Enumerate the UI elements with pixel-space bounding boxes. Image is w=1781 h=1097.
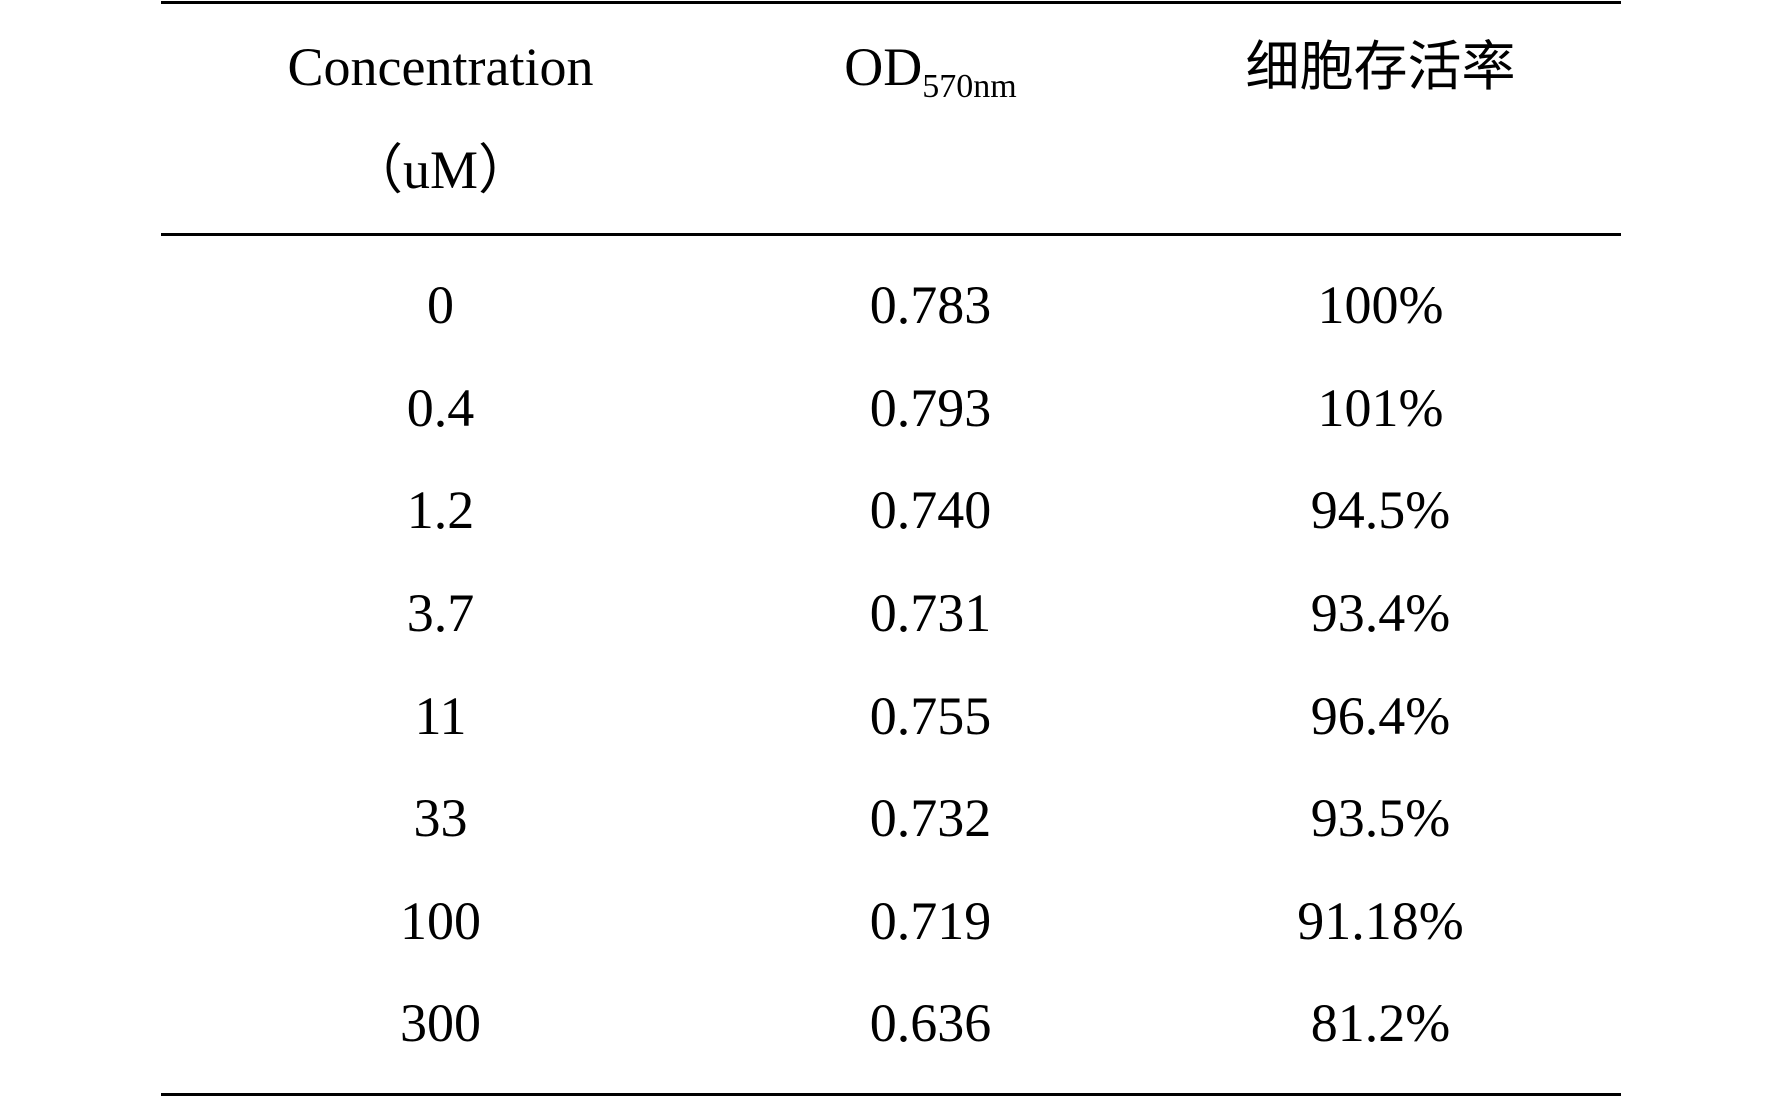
table-row: 100 0.719 91.18%: [161, 870, 1621, 973]
cell-viability: 101%: [1141, 357, 1621, 460]
cell-concentration: 33: [161, 767, 721, 870]
cell-od: 0.731: [721, 562, 1141, 665]
table-row: 11 0.755 96.4%: [161, 665, 1621, 768]
cell-od: 0.636: [721, 972, 1141, 1094]
table-row: 33 0.732 93.5%: [161, 767, 1621, 870]
viability-table: Concentration （uM） OD570nm 细胞存活率 0 0.: [161, 1, 1621, 1096]
col-header-concentration: Concentration （uM）: [161, 3, 721, 235]
cell-concentration: 3.7: [161, 562, 721, 665]
table-row: 1.2 0.740 94.5%: [161, 459, 1621, 562]
cell-concentration: 11: [161, 665, 721, 768]
cell-od: 0.755: [721, 665, 1141, 768]
cell-viability: 91.18%: [1141, 870, 1621, 973]
cell-concentration: 1.2: [161, 459, 721, 562]
cell-viability: 93.5%: [1141, 767, 1621, 870]
table-row: 300 0.636 81.2%: [161, 972, 1621, 1094]
col-header-viability: 细胞存活率: [1141, 3, 1621, 235]
col-header-viability-label: 细胞存活率: [1141, 16, 1621, 119]
table-row: 0 0.783 100%: [161, 235, 1621, 357]
cell-concentration: 300: [161, 972, 721, 1094]
cell-od: 0.793: [721, 357, 1141, 460]
col-header-concentration-line2: （uM）: [161, 119, 721, 222]
cell-viability: 100%: [1141, 235, 1621, 357]
cell-od: 0.732: [721, 767, 1141, 870]
cell-viability: 96.4%: [1141, 665, 1621, 768]
cell-od: 0.740: [721, 459, 1141, 562]
col-header-od-subscript: 570nm: [922, 68, 1016, 105]
cell-viability: 81.2%: [1141, 972, 1621, 1094]
col-header-concentration-line1: Concentration: [161, 16, 721, 119]
cell-concentration: 100: [161, 870, 721, 973]
table-row: 3.7 0.731 93.4%: [161, 562, 1621, 665]
col-header-od-label: OD: [844, 37, 922, 97]
cell-concentration: 0: [161, 235, 721, 357]
cell-viability: 93.4%: [1141, 562, 1621, 665]
cell-od: 0.719: [721, 870, 1141, 973]
table-container: Concentration （uM） OD570nm 细胞存活率 0 0.: [0, 0, 1781, 1097]
col-header-od570: OD570nm: [721, 3, 1141, 235]
table-row: 0.4 0.793 101%: [161, 357, 1621, 460]
table-header-row: Concentration （uM） OD570nm 细胞存活率: [161, 3, 1621, 235]
cell-concentration: 0.4: [161, 357, 721, 460]
cell-viability: 94.5%: [1141, 459, 1621, 562]
cell-od: 0.783: [721, 235, 1141, 357]
